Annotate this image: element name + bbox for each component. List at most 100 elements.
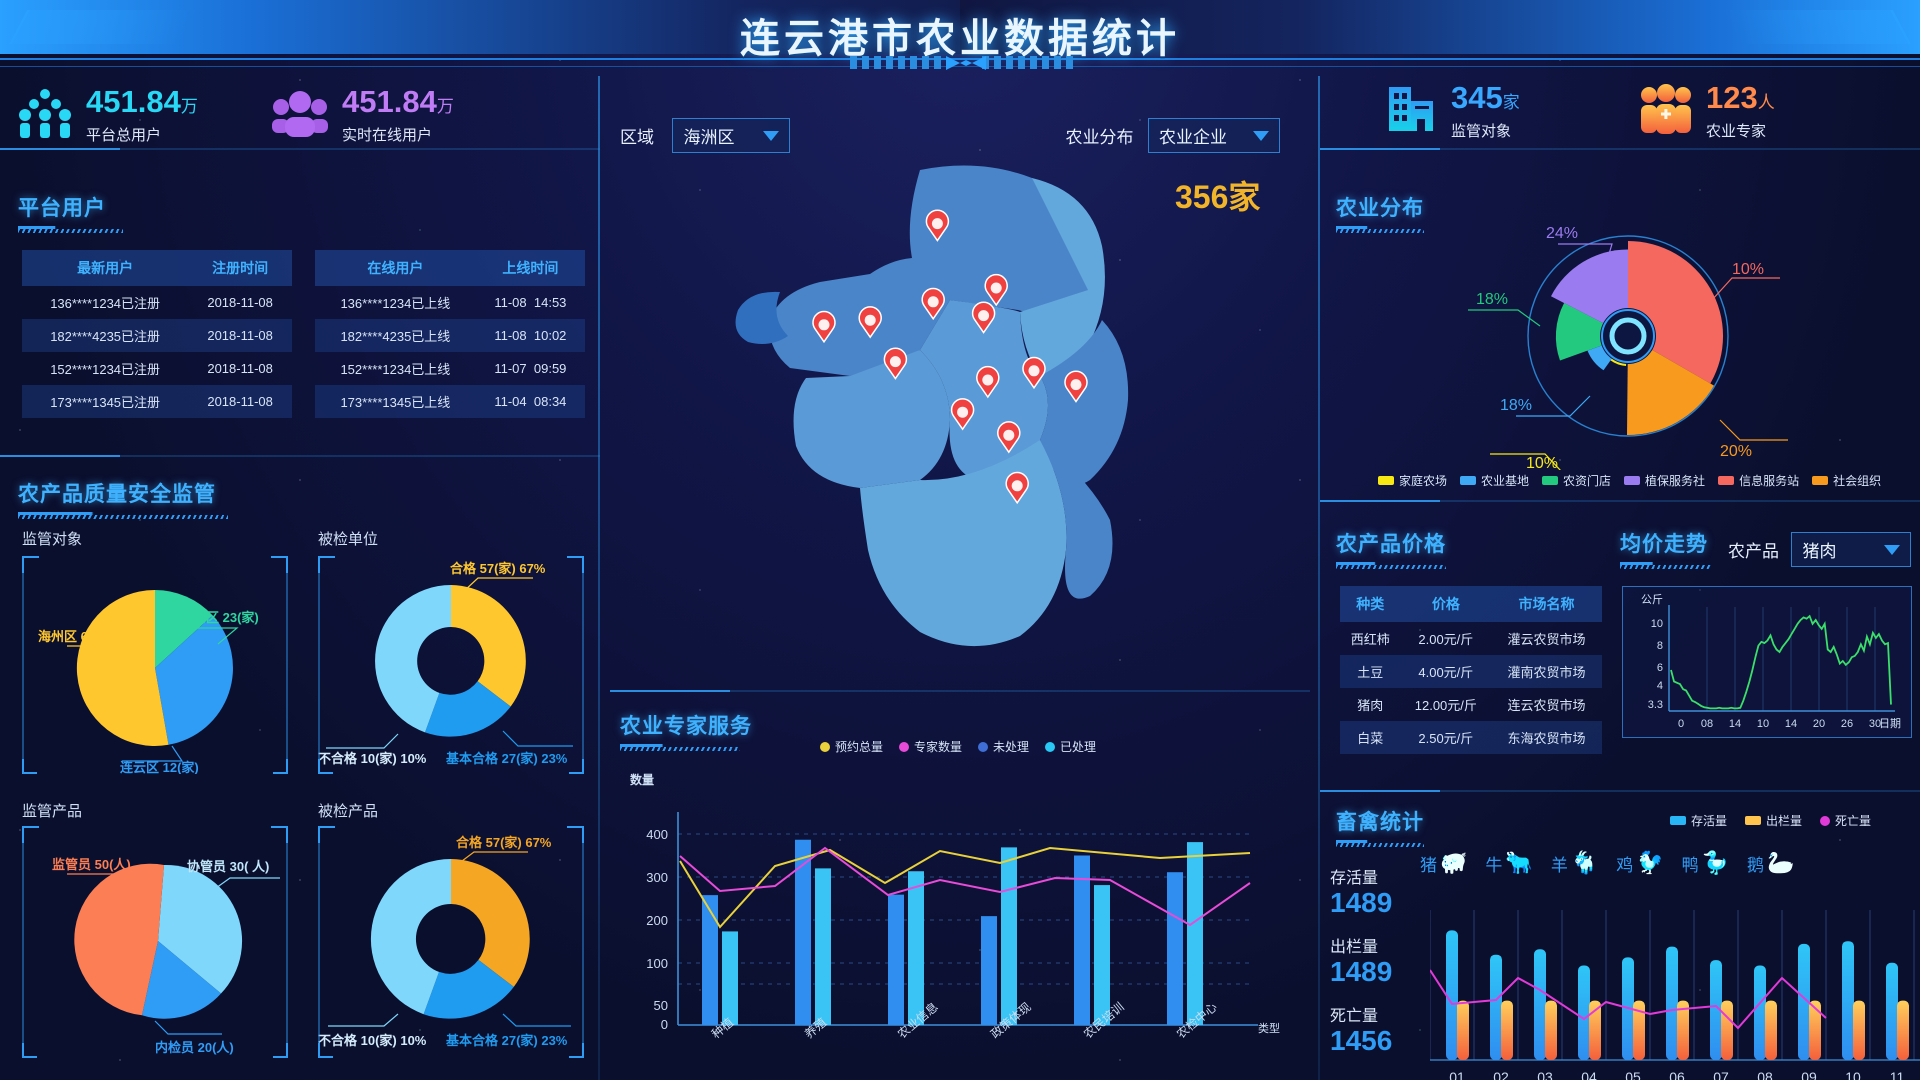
table-row[interactable]: 152****1234已上线 11-07 09:59 [315,352,585,385]
legend-item[interactable]: 家庭农场 [1378,472,1447,489]
livestock-animal[interactable]: 鹅 🦢 [1747,850,1794,876]
livestock-bar-alive[interactable] [1710,960,1722,1060]
expert-bar[interactable] [702,895,718,1025]
livestock-animal[interactable]: 鸭 🦆 [1682,850,1729,876]
table-row[interactable]: 白菜 2.50元/斤 东海农贸市场 [1340,721,1602,754]
price-table-wrap[interactable]: 种类 价格 市场名称 西红柿 2.00元/斤 灌云农贸市场 土豆 4.00元/斤 灌南农贸… [1340,586,1602,754]
rose-slices[interactable] [1551,241,1724,436]
legend-item[interactable]: 存活量 [1670,812,1727,829]
legend-item[interactable]: 植保服务社 [1624,472,1705,489]
legend-item[interactable]: 社会组织 [1812,472,1881,489]
legend-item[interactable]: 死亡量 [1820,812,1871,829]
expert-bar[interactable] [795,839,811,1025]
livestock-bar-out[interactable] [1809,1000,1821,1060]
map-marker-home-pin[interactable] [858,306,882,339]
livestock-animal[interactable]: 羊 🐐 [1551,850,1598,876]
livestock-bar-out[interactable] [1721,1000,1733,1060]
livestock-bar-out[interactable] [1765,1000,1777,1060]
price-trend-selector-group[interactable]: 农产品 猪肉 [1728,532,1912,567]
map-marker-store-pin[interactable] [950,398,975,431]
expert-bar[interactable] [1074,855,1090,1025]
expert-service-legend[interactable]: 预约总量 专家数量 未处理 已处理 [820,738,1096,755]
expert-bar[interactable] [1001,847,1017,1025]
livestock-animal-row[interactable]: 猪 🐖 牛 🐂 羊 🐐 鸡 🐓 鸭 🦆 鹅 🦢 [1420,850,1794,876]
livestock-bar-out[interactable] [1853,1000,1865,1060]
livestock-bar-alive[interactable] [1666,946,1678,1060]
map-marker-flag-pin[interactable] [984,273,1008,307]
map-container[interactable] [620,150,1300,670]
region-select[interactable]: 海洲区 [672,118,791,153]
expert-bar[interactable] [1187,842,1203,1025]
map-marker-pin[interactable] [1022,356,1046,390]
region-map[interactable] [620,150,1300,670]
distribution-select[interactable]: 农业企业 [1148,118,1280,153]
livestock-bar-out[interactable] [1589,1000,1601,1060]
table-row[interactable]: 土豆 4.00元/斤 灌南农贸市场 [1340,655,1602,688]
livestock-bar-out[interactable] [1545,1000,1557,1060]
legend-item[interactable]: 预约总量 [820,738,883,755]
livestock-bar-alive[interactable] [1446,930,1458,1060]
distribution-selector-group[interactable]: 农业分布 农业企业 [1066,118,1280,153]
supervised-products-pie[interactable]: 监管员 50(人) 协管员 30( 人) 内检员 20(人) [22,826,288,1058]
livestock-bar-out[interactable] [1633,1000,1645,1060]
legend-item[interactable]: 出栏量 [1745,812,1802,829]
legend-item[interactable]: 农资门店 [1542,472,1611,489]
table-row[interactable]: 182****4235已上线 11-08 10:02 [315,319,585,352]
legend-item[interactable]: 已处理 [1045,738,1096,755]
livestock-bar-alive[interactable] [1578,965,1590,1061]
map-marker-person-pin[interactable] [976,365,1000,399]
livestock-bar-alive[interactable] [1490,954,1502,1060]
legend-item[interactable]: 专家数量 [899,738,962,755]
livestock-bar-out[interactable] [1457,1000,1469,1060]
agri-distribution-rose[interactable]: 24% 10% 20% 10% 18% 18% [1340,210,1900,470]
agri-distribution-legend[interactable]: 家庭农场 农业基地 农资门店 植保服务社 信息服务站 社会组织 [1378,472,1881,489]
livestock-bar-alive[interactable] [1842,941,1854,1060]
supervised-objects-pie[interactable]: 海州区 65(家) 赣榆区 23(家) 连云区 12(家) [22,556,288,775]
livestock-animal[interactable]: 牛 🐂 [1485,850,1532,876]
expert-bar[interactable] [815,868,831,1025]
livestock-bar-out[interactable] [1501,1000,1513,1060]
livestock-bar-out[interactable] [1677,1000,1689,1060]
map-marker-factory-pin[interactable] [925,209,950,242]
livestock-chart[interactable]: 010203040506070809101112 [1430,900,1920,1080]
map-markers-layer[interactable] [812,209,1088,505]
table-row[interactable]: 173****1345已注册 2018-11-08 [22,385,292,418]
livestock-bar-alive[interactable] [1754,965,1766,1061]
expert-bar[interactable] [908,871,924,1025]
expert-service-chart[interactable]: 数量 类型 400 300 200 100 50 0 种植 养殖 农业信息 政策体现 农民培训农… [610,770,1300,1070]
table-row[interactable]: 136****1234已上线 11-08 14:53 [315,286,585,319]
map-marker-rural-pin[interactable] [1005,471,1029,505]
expert-bar[interactable] [981,916,997,1025]
expert-bar[interactable] [1167,872,1183,1025]
legend-item[interactable]: 农业基地 [1460,472,1529,489]
map-marker-shop-pin[interactable] [812,310,836,344]
inspected-products-donut[interactable]: 合格 57(家) 67% 基本合格 27(家) 23% 不合格 10(家) 10… [318,826,584,1058]
price-trend-select[interactable]: 猪肉 [1791,532,1912,567]
table-row[interactable]: 182****4235已注册 2018-11-08 [22,319,292,352]
livestock-legend[interactable]: 存活量 出栏量 死亡量 [1670,812,1871,829]
map-marker-bank-pin[interactable] [971,301,996,334]
map-marker-tree-pin[interactable] [883,347,908,380]
livestock-animal[interactable]: 猪 🐖 [1420,850,1467,876]
price-trend-chart[interactable]: 公斤 10 8 6 4 3.3 0 08 14 10 14 20 26 30 日期 [1623,587,1911,737]
livestock-bar-alive[interactable] [1534,949,1546,1060]
expert-bar[interactable] [722,931,738,1025]
online-users-table-wrap[interactable]: 在线用户 上线时间 136****1234已上线 11-08 14:53 182**… [315,250,585,418]
table-row[interactable]: 152****1234已注册 2018-11-08 [22,352,292,385]
region-selector-group[interactable]: 区域 海洲区 [620,118,791,153]
table-row[interactable]: 136****1234已注册 2018-11-08 [22,286,292,319]
inspected-units-donut[interactable]: 合格 57(家) 67% 基本合格 27(家) 23% 不合格 10(家) 10… [318,556,584,774]
legend-item[interactable]: 未处理 [978,738,1029,755]
livestock-bar-alive[interactable] [1798,943,1810,1060]
expert-bar[interactable] [1094,885,1110,1025]
expert-bar[interactable] [888,894,904,1025]
livestock-bar-alive[interactable] [1886,962,1898,1060]
table-row[interactable]: 173****1345已上线 11-04 08:34 [315,385,585,418]
map-marker-cam-pin[interactable] [997,421,1021,454]
legend-item[interactable]: 信息服务站 [1718,472,1799,489]
table-row[interactable]: 西红柿 2.00元/斤 灌云农贸市场 [1340,622,1602,655]
latest-users-table-wrap[interactable]: 最新用户 注册时间 136****1234已注册 2018-11-08 182***… [22,250,292,418]
livestock-bar-out[interactable] [1897,1000,1909,1060]
livestock-animal[interactable]: 鸡 🐓 [1616,850,1663,876]
map-marker-flag-pin[interactable] [1064,370,1088,403]
